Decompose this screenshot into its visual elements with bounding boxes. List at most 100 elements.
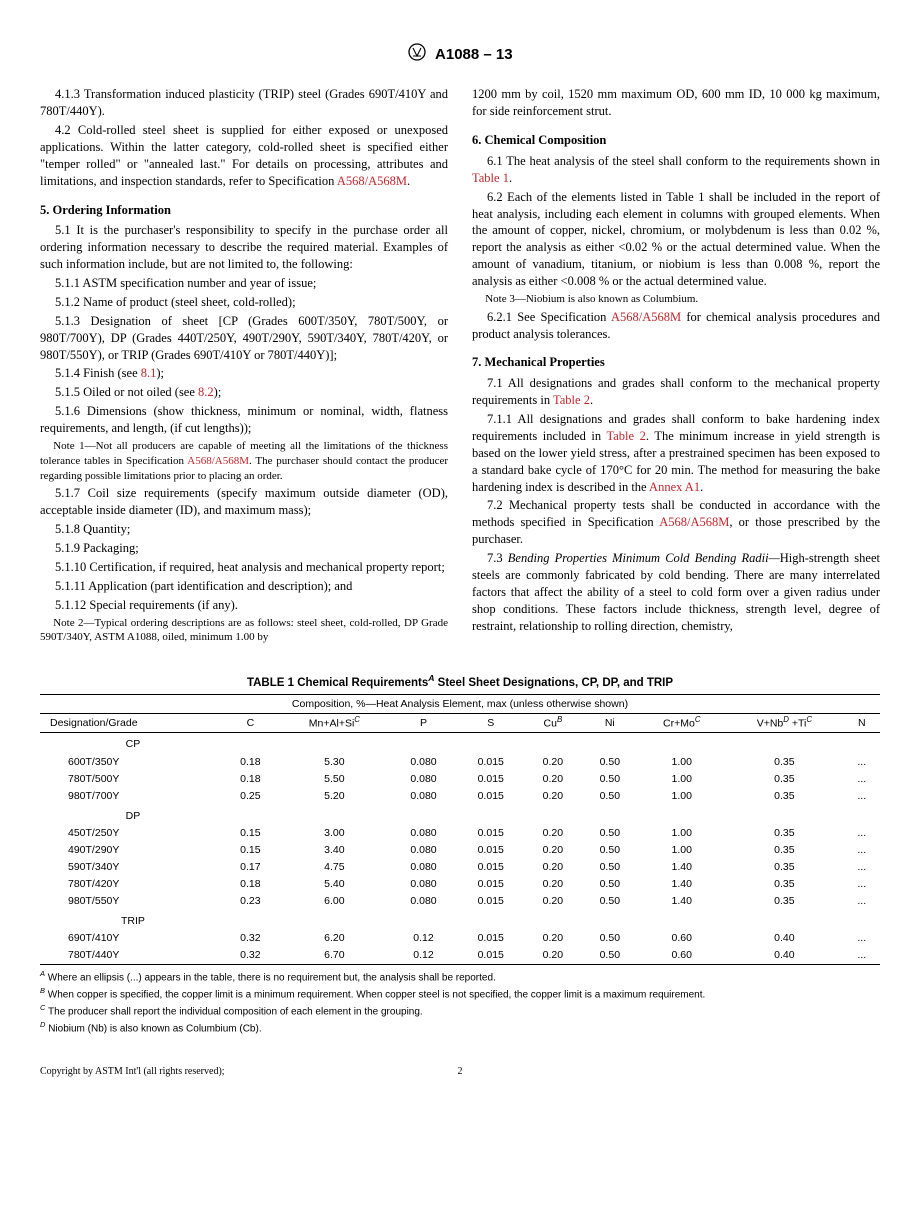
table-cell: 0.35 [725, 787, 843, 804]
table-cell: 0.20 [524, 753, 581, 770]
table-cell: 0.50 [581, 876, 638, 893]
table-subhead: Composition, %—Heat Analysis Element, ma… [40, 694, 880, 713]
table-cell: 1.40 [638, 876, 725, 893]
table-footnotes: A Where an ellipsis (...) appears in the… [40, 969, 880, 1035]
ref-table-2a[interactable]: Table 2 [553, 393, 590, 407]
table-cell: ... [844, 841, 881, 858]
ref-a568-note1[interactable]: A568/A568M [187, 455, 249, 467]
para-7-2: 7.2 Mechanical property tests shall be c… [472, 497, 880, 548]
table-cell: ... [844, 859, 881, 876]
page-header: A1088 – 13 [40, 42, 880, 68]
ref-8-2[interactable]: 8.2 [198, 385, 214, 399]
para-5-1-9: 5.1.9 Packaging; [40, 540, 448, 557]
group-label: TRIP [40, 910, 222, 930]
table-cell: 6.70 [279, 947, 390, 965]
table-1-wrap: TABLE 1 Chemical RequirementsA Steel She… [40, 673, 880, 1035]
table-cell: 1.40 [638, 893, 725, 910]
table-cell: 1.00 [638, 787, 725, 804]
table-row: 490T/290Y0.153.400.0800.0150.200.501.000… [40, 841, 880, 858]
para-7-3-italic: Bending Properties Minimum Cold Bending … [508, 551, 780, 565]
table-cell: 1.00 [638, 824, 725, 841]
table-cell: 0.20 [524, 947, 581, 965]
table-cell: 3.40 [279, 841, 390, 858]
table-cell: ... [844, 893, 881, 910]
table-cell: 0.17 [222, 859, 279, 876]
para-5-1-8: 5.1.8 Quantity; [40, 521, 448, 538]
group-label: DP [40, 805, 222, 825]
table-cell: 0.080 [390, 841, 457, 858]
table-cell: 0.50 [581, 824, 638, 841]
para-5-1-1: 5.1.1 ASTM specification number and year… [40, 275, 448, 292]
note-1: NNote 1—Not all producers are capable of… [40, 439, 448, 484]
table-cell: 0.35 [725, 876, 843, 893]
footnote-B: B When copper is specified, the copper l… [40, 986, 880, 1002]
table-cell: 0.015 [457, 770, 524, 787]
table-row: 980T/700Y0.255.200.0800.0150.200.501.000… [40, 787, 880, 804]
table-cell: 450T/250Y [40, 824, 222, 841]
para-cont: 1200 mm by coil, 1520 mm maximum OD, 600… [472, 86, 880, 120]
table-cell: 0.080 [390, 859, 457, 876]
table-cell: 0.32 [222, 930, 279, 947]
table-cell: 0.015 [457, 859, 524, 876]
ref-8-1[interactable]: 8.1 [141, 366, 157, 380]
para-5-1-3: 5.1.3 Designation of sheet [CP (Grades 6… [40, 313, 448, 364]
table-row: 780T/500Y0.185.500.0800.0150.200.501.000… [40, 770, 880, 787]
table-cell: 0.50 [581, 753, 638, 770]
table-cell: 0.080 [390, 824, 457, 841]
table-cell: 0.35 [725, 859, 843, 876]
para-5-1-6: 5.1.6 Dimensions (show thickness, minimu… [40, 403, 448, 437]
note-3: Note 3—Niobium is also known as Columbiu… [472, 292, 880, 307]
table-cell: 0.20 [524, 930, 581, 947]
table-cell: 0.35 [725, 770, 843, 787]
ref-annex-a1[interactable]: Annex A1 [649, 480, 700, 494]
table-cell: 0.20 [524, 841, 581, 858]
table-cell: 0.23 [222, 893, 279, 910]
table-cell: 590T/340Y [40, 859, 222, 876]
table-cell: 0.20 [524, 770, 581, 787]
table-cell: 780T/420Y [40, 876, 222, 893]
table-cell: 0.50 [581, 947, 638, 965]
table-cell: 1.40 [638, 859, 725, 876]
ref-a568-72[interactable]: A568/A568M [659, 515, 729, 529]
ref-a568-621[interactable]: A568/A568M [611, 310, 681, 324]
table-cell: 0.60 [638, 930, 725, 947]
para-4-2: 4.2 Cold-rolled steel sheet is supplied … [40, 122, 448, 190]
table-1-title: TABLE 1 Chemical RequirementsA Steel She… [40, 673, 880, 691]
table-cell: ... [844, 753, 881, 770]
para-4-1-3: 4.1.3 Transformation induced plasticity … [40, 86, 448, 120]
table-cell: 0.50 [581, 859, 638, 876]
table-cell: 0.015 [457, 824, 524, 841]
table-cell: 0.50 [581, 787, 638, 804]
table-row: 600T/350Y0.185.300.0800.0150.200.501.000… [40, 753, 880, 770]
table-cell: 0.50 [581, 841, 638, 858]
footnote-D: D Niobium (Nb) is also known as Columbiu… [40, 1020, 880, 1036]
table-col-2: Mn+Al+SiC [279, 713, 390, 733]
table-cell: 0.20 [524, 876, 581, 893]
table-cell: 0.60 [638, 947, 725, 965]
group-label: CP [40, 733, 222, 753]
table-cell: 5.50 [279, 770, 390, 787]
table-cell: 5.30 [279, 753, 390, 770]
table-cell: 0.080 [390, 770, 457, 787]
table-cell: 0.015 [457, 841, 524, 858]
table-cell: ... [844, 876, 881, 893]
table-cell: 0.080 [390, 876, 457, 893]
table-row: 590T/340Y0.174.750.0800.0150.200.501.400… [40, 859, 880, 876]
table-col-3: P [390, 713, 457, 733]
table-cell: 690T/410Y [40, 930, 222, 947]
table-col-6: Ni [581, 713, 638, 733]
para-5-1-2: 5.1.2 Name of product (steel sheet, cold… [40, 294, 448, 311]
ref-a568[interactable]: A568/A568M [337, 174, 407, 188]
table-cell: 5.40 [279, 876, 390, 893]
standard-id: A1088 – 13 [435, 46, 513, 63]
ref-table-2b[interactable]: Table 2 [606, 429, 645, 443]
heading-6: 6. Chemical Composition [472, 132, 880, 149]
table-row: 690T/410Y0.326.200.120.0150.200.500.600.… [40, 930, 880, 947]
para-5-1-4: 5.1.4 Finish (see 8.1); [40, 365, 448, 382]
table-cell: 0.18 [222, 770, 279, 787]
table-cell: 0.015 [457, 947, 524, 965]
ref-table-1[interactable]: Table 1 [472, 171, 509, 185]
table-header-row: Designation/GradeCMn+Al+SiCPSCuBNiCr+MoC… [40, 713, 880, 733]
table-cell: 0.18 [222, 753, 279, 770]
table-cell: 0.015 [457, 893, 524, 910]
